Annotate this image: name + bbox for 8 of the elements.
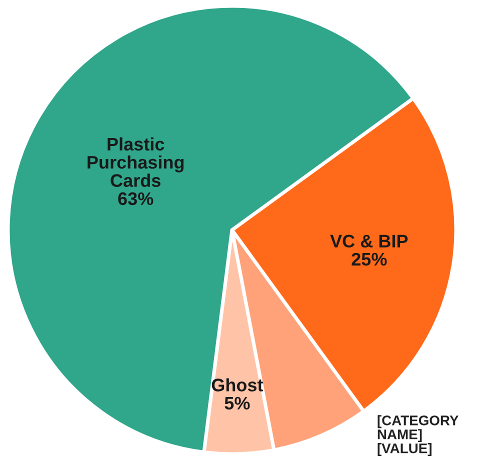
slice-label: VC & BIP <box>330 234 408 248</box>
slice-label: Ghost <box>212 378 264 392</box>
slice-label: Plastic Purchasing Cards <box>88 137 184 187</box>
data-label: [VALUE] <box>378 443 432 456</box>
slice-label: [CATEGORY NAME] <box>378 415 459 442</box>
data-label: 5% <box>224 396 250 410</box>
data-label: 25% <box>352 252 387 266</box>
data-label: 63% <box>118 192 154 206</box>
